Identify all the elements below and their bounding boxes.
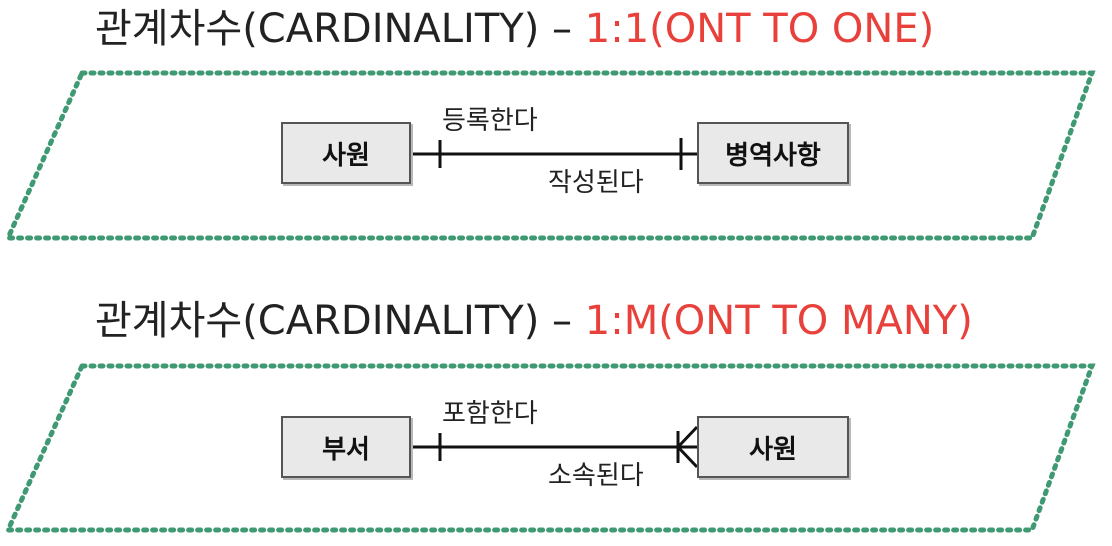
entity-military-service: 병역사항 — [697, 122, 849, 184]
relationship-label-bottom: 작성된다 — [548, 168, 644, 198]
crowfoot-prong-bottom — [676, 445, 699, 469]
heading-cardinality-label: 1:M(ONT TO MANY) — [584, 298, 973, 344]
heading-cardinality-label: 1:1(ONT TO ONE) — [584, 6, 935, 52]
relationship-line-one-to-one — [412, 138, 697, 170]
heading-one-to-many: 관계차수(CARDINALITY) – 1:M(ONT TO MANY) — [95, 298, 973, 344]
crowfoot-prong-top — [676, 425, 699, 449]
relationship-label-top: 등록한다 — [442, 106, 538, 136]
relationship-label-top: 포함한다 — [442, 399, 538, 429]
entity-employee: 사원 — [281, 122, 411, 184]
heading-one-to-one: 관계차수(CARDINALITY) – 1:1(ONT TO ONE) — [95, 6, 934, 52]
entity-employee: 사원 — [697, 416, 849, 478]
entity-department: 부서 — [281, 416, 411, 478]
heading-label: 관계차수(CARDINALITY) – — [95, 298, 585, 344]
frame-one-to-one — [4, 70, 1096, 241]
heading-label: 관계차수(CARDINALITY) – — [95, 6, 585, 52]
frame-one-to-many — [4, 363, 1096, 533]
relationship-line-one-to-many — [412, 425, 699, 469]
relationship-label-bottom: 소속된다 — [548, 461, 644, 491]
